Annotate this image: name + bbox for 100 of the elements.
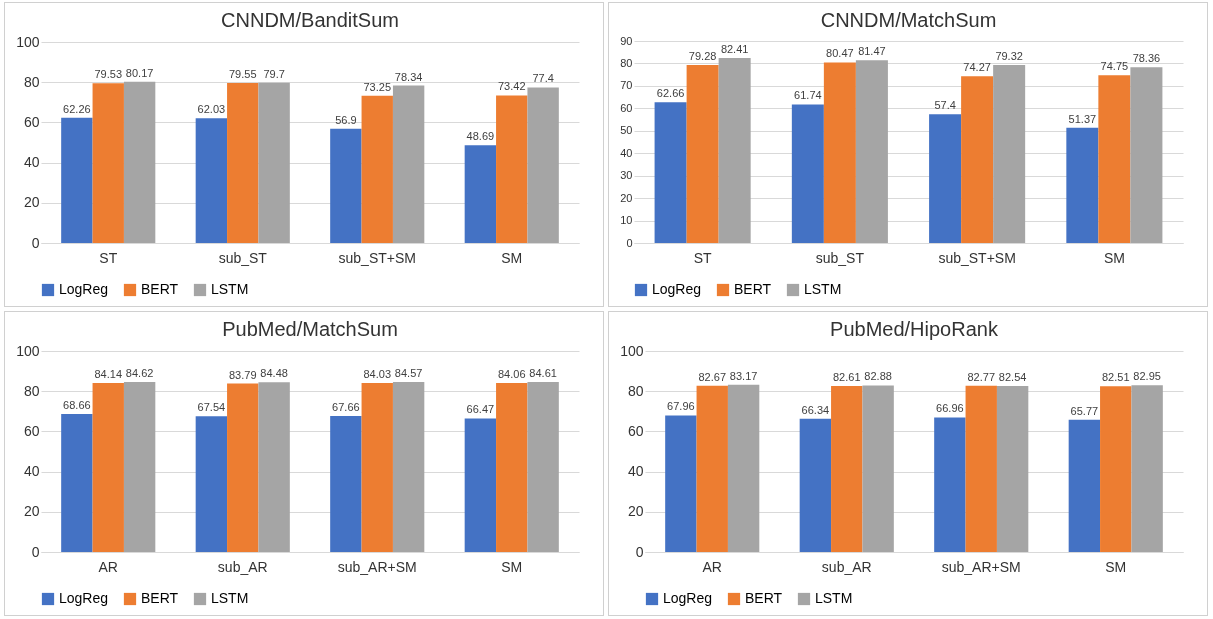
y-tick-label: 60 [23,422,40,439]
data-label: 66.96 [936,402,964,415]
chart-title: CNNDM/BanditSum [221,9,399,31]
data-label: 82.67 [698,370,727,383]
data-label: 61.74 [794,89,822,102]
data-label: 79.55 [228,68,257,81]
y-tick-label: 30 [620,169,633,182]
x-tick-label: sub_AR+SM [941,558,1021,575]
data-label: 84.57 [394,367,423,380]
y-tick-label: 50 [620,124,633,137]
y-tick-label: 100 [16,342,40,359]
data-label: 73.42 [497,80,526,93]
y-tick-label: 20 [23,503,40,520]
bar [195,416,228,552]
x-tick-label: AR [98,558,118,575]
bar [527,87,559,243]
data-label: 62.66 [656,87,685,100]
bar [1098,75,1131,243]
bar [696,385,728,552]
y-tick-label: 0 [635,543,644,560]
data-label: 65.77 [1070,404,1099,417]
x-tick-label: sub_AR [821,558,872,575]
legend-label: LSTM [211,281,249,297]
data-label: 74.27 [963,61,991,74]
x-tick-label: SM [501,558,523,575]
bar [123,381,156,552]
x-tick-label: SM [1103,249,1125,266]
y-tick-label: 80 [23,73,40,90]
legend-label: LogReg [59,281,109,297]
data-label: 48.69 [466,130,495,143]
y-tick-label: 80 [23,382,40,399]
data-label: 51.37 [1068,112,1097,125]
legend-label: BERT [141,281,179,297]
bar [227,83,259,243]
legend-label: BERT [745,590,783,606]
bar [686,65,719,243]
data-label: 67.66 [332,401,360,413]
x-tick-label: sub_ST+SM [338,249,416,266]
data-label: 67.96 [667,400,695,413]
y-tick-label: 40 [23,463,40,480]
bar [665,415,697,552]
data-label: 62.03 [197,103,226,116]
data-label: 84.14 [94,367,123,380]
bar [464,145,497,243]
bar [258,82,290,243]
y-tick-label: 0 [31,234,40,251]
bar [496,383,528,552]
bar [92,382,124,552]
bar [330,128,362,243]
y-tick-label: 60 [627,422,644,439]
data-label: 82.88 [864,370,892,383]
bar [61,413,93,552]
bar [195,118,228,243]
bar [227,383,259,552]
legend-label: LogReg [652,281,702,297]
data-label: 82.61 [832,370,861,383]
bar [1066,127,1099,243]
bar [123,81,156,243]
data-label: 57.4 [934,99,956,112]
bar [361,383,393,552]
data-label: 84.48 [260,367,288,380]
data-label: 81.47 [858,45,886,58]
data-label: 82.51 [1101,371,1130,384]
bar [791,104,824,243]
bar [496,95,528,243]
bar [92,83,124,243]
bar [929,114,962,243]
y-tick-label: 80 [620,56,633,69]
x-tick-label: sub_AR+SM [337,558,417,575]
legend-label: LSTM [211,590,249,606]
legend-label: LogReg [59,590,109,606]
bar [996,386,1029,552]
bar [392,85,425,243]
bar [727,384,760,552]
y-tick-label: 80 [627,382,644,399]
data-label: 77.4 [532,72,554,85]
bar [464,418,497,552]
y-tick-label: 0 [31,543,40,560]
data-label: 56.9 [335,113,357,126]
data-label: 66.47 [466,403,495,416]
data-label: 78.36 [1132,52,1161,65]
bar [993,64,1026,243]
legend-label: LSTM [804,281,842,297]
data-label: 62.26 [63,102,91,115]
data-label: 67.54 [197,401,226,414]
legend-label: BERT [141,590,179,606]
data-label: 80.17 [125,66,154,79]
y-tick-label: 90 [620,34,633,47]
bar [258,382,290,552]
y-tick-label: 60 [620,101,633,114]
bar [654,102,687,243]
y-tick-label: 20 [620,191,633,204]
data-label: 73.25 [363,80,392,93]
chart-title: CNNDM/MatchSum [820,9,997,31]
x-tick-label: SM [1105,558,1127,575]
data-label: 82.41 [720,43,749,56]
y-tick-label: 100 [16,33,40,50]
y-tick-label: 40 [627,463,644,480]
bar [799,418,832,552]
x-tick-label: sub_ST [218,249,268,266]
